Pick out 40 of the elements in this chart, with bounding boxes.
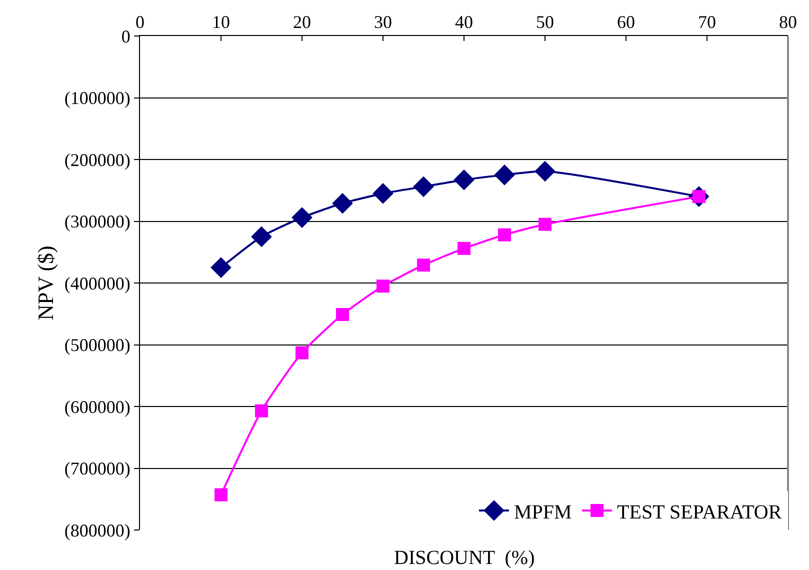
x-tick-label: 30 bbox=[374, 12, 392, 32]
y-tick-label: (100000) bbox=[64, 88, 130, 108]
x-tick-label: 50 bbox=[536, 12, 554, 32]
point bbox=[376, 280, 390, 293]
y-tick-label: (500000) bbox=[64, 335, 130, 356]
x-axis-title: DISCOUNT (%) bbox=[394, 547, 535, 569]
y-tick-label: (800000) bbox=[64, 520, 130, 540]
point bbox=[296, 346, 308, 360]
x-tick-label: 80 bbox=[779, 12, 797, 32]
point bbox=[538, 218, 552, 231]
x-tick-label: 70 bbox=[698, 12, 716, 32]
point bbox=[534, 160, 556, 182]
y-tick-label: (200000) bbox=[64, 150, 130, 170]
legend-label: MPFM bbox=[514, 501, 572, 524]
y-tick-label: 0 bbox=[121, 26, 130, 46]
y-axis-title: NPV ($) bbox=[33, 246, 58, 320]
y-tick-label: (400000) bbox=[64, 273, 130, 294]
point bbox=[332, 192, 353, 214]
point bbox=[210, 257, 232, 278]
x-tick-label: 20 bbox=[293, 12, 311, 32]
y-tick-label: (600000) bbox=[64, 396, 130, 417]
point bbox=[413, 176, 434, 198]
point bbox=[372, 183, 394, 204]
point bbox=[251, 226, 272, 248]
point bbox=[417, 258, 430, 272]
point bbox=[255, 404, 268, 418]
legend-label: TEST SEPARATOR bbox=[617, 501, 782, 524]
y-tick-label: (700000) bbox=[64, 458, 130, 479]
x-tick-label: 0 bbox=[136, 12, 144, 32]
x-tick-label: 60 bbox=[617, 12, 635, 32]
point bbox=[336, 308, 349, 321]
point bbox=[498, 228, 511, 242]
point bbox=[214, 488, 228, 502]
x-tick-label: 10 bbox=[212, 12, 230, 32]
point bbox=[494, 164, 515, 186]
point bbox=[454, 169, 474, 190]
point bbox=[458, 242, 470, 255]
point bbox=[292, 207, 312, 228]
x-tick-label: 40 bbox=[455, 12, 473, 32]
y-tick-label: (300000) bbox=[64, 212, 130, 232]
